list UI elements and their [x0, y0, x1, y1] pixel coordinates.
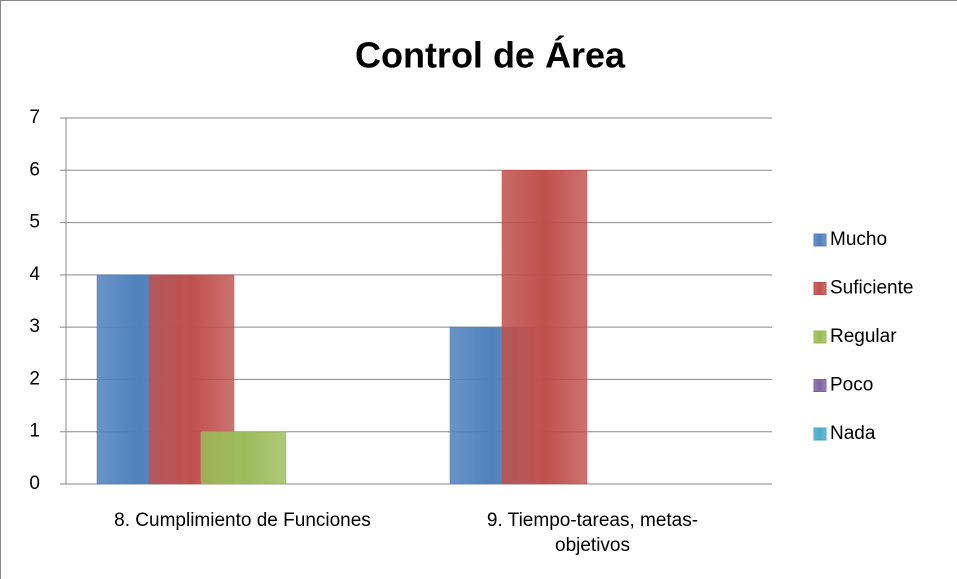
y-tick-label: 4: [29, 264, 40, 285]
legend-label: Mucho: [830, 229, 887, 250]
y-tick-label: 6: [29, 159, 40, 180]
y-tick-label: 5: [29, 212, 40, 233]
legend-swatch: [813, 233, 827, 247]
y-tick-label: 2: [29, 368, 40, 389]
bar: [501, 170, 588, 485]
legend-label: Suficiente: [830, 278, 913, 299]
chart-title: Control de Área: [355, 35, 626, 76]
x-tick-label: 8. Cumplimiento de Funciones: [114, 510, 371, 531]
legend-label: Regular: [830, 326, 897, 347]
legend-swatch: [813, 282, 827, 295]
x-tick-label: 9. Tiempo-tareas, metas-objetivos: [486, 510, 699, 556]
legend-label: Nada: [830, 423, 876, 444]
legend-swatch: [813, 379, 827, 392]
y-tick-label: 3: [29, 316, 40, 337]
bar: [200, 431, 287, 485]
y-tick-label: 7: [29, 107, 40, 128]
y-tick-label: 0: [29, 473, 40, 494]
y-tick-label: 1: [29, 421, 40, 442]
legend-swatch: [813, 427, 827, 441]
legend-swatch: [813, 330, 827, 344]
legend-label: Poco: [830, 375, 873, 396]
